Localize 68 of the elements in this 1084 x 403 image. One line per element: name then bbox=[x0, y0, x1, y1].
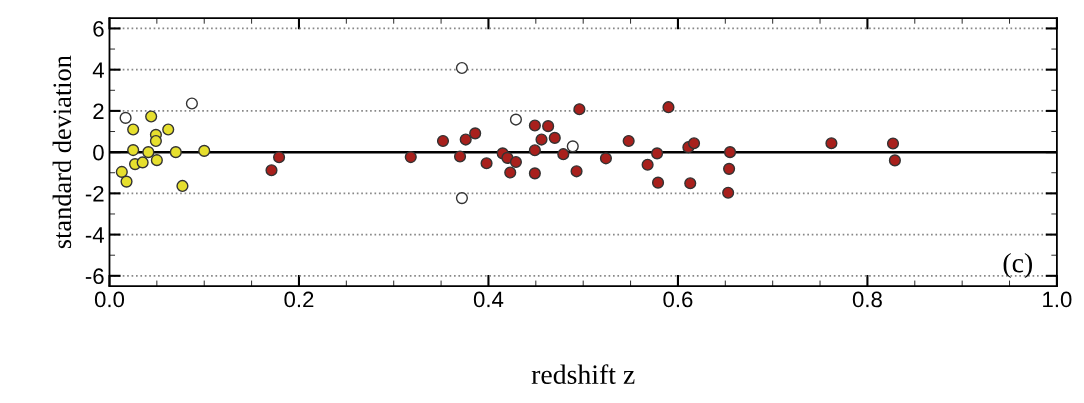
point bbox=[687, 137, 701, 150]
point bbox=[176, 179, 189, 193]
point bbox=[119, 111, 132, 124]
point bbox=[509, 155, 522, 169]
y-tick-label: -4 bbox=[85, 227, 104, 243]
point bbox=[455, 61, 468, 75]
point bbox=[469, 127, 482, 140]
y-tick-label: 2 bbox=[93, 103, 104, 119]
point bbox=[528, 119, 541, 132]
point bbox=[162, 123, 175, 136]
point bbox=[145, 110, 158, 123]
point bbox=[651, 176, 665, 189]
x-tick-label: 1.0 bbox=[1043, 291, 1072, 308]
point bbox=[185, 97, 198, 110]
point bbox=[641, 158, 654, 171]
point bbox=[566, 140, 579, 153]
point bbox=[888, 154, 901, 167]
point bbox=[528, 167, 541, 180]
y-tick-label: 6 bbox=[93, 20, 104, 37]
point bbox=[651, 147, 664, 160]
point bbox=[127, 143, 140, 157]
point bbox=[723, 162, 736, 175]
point bbox=[150, 154, 163, 167]
x-tick-label: 0.4 bbox=[473, 291, 504, 308]
point bbox=[622, 134, 635, 148]
point bbox=[535, 133, 548, 146]
point bbox=[662, 101, 675, 114]
point bbox=[453, 150, 467, 163]
point bbox=[570, 165, 583, 178]
point bbox=[886, 137, 900, 150]
point bbox=[455, 192, 468, 205]
point bbox=[528, 144, 541, 157]
point bbox=[723, 146, 737, 159]
y-tick-label: 0 bbox=[93, 144, 104, 161]
x-tick-label: 0.2 bbox=[284, 291, 314, 308]
point bbox=[404, 151, 417, 164]
point bbox=[504, 166, 517, 179]
point bbox=[272, 151, 286, 164]
point bbox=[509, 113, 522, 126]
x-axis-title: redshift z bbox=[531, 364, 635, 385]
point bbox=[115, 165, 128, 178]
point bbox=[136, 156, 149, 169]
point bbox=[169, 146, 182, 159]
point bbox=[548, 131, 561, 144]
y-axis-title: standard deviation bbox=[52, 55, 72, 249]
point bbox=[198, 144, 211, 157]
annotation: (c) bbox=[1003, 252, 1032, 279]
point bbox=[265, 164, 278, 177]
point bbox=[127, 123, 140, 136]
point bbox=[542, 120, 555, 133]
point bbox=[573, 103, 586, 116]
point bbox=[436, 134, 450, 148]
y-tick-label: -6 bbox=[85, 268, 104, 285]
y-tick-label: 4 bbox=[92, 62, 104, 78]
x-tick-label: 0.8 bbox=[852, 291, 882, 308]
point bbox=[459, 133, 472, 146]
y-tick-label: -2 bbox=[85, 185, 104, 202]
x-tick-label: 0.0 bbox=[94, 291, 125, 308]
point bbox=[142, 146, 155, 159]
point bbox=[825, 137, 838, 150]
point bbox=[480, 157, 493, 170]
point bbox=[120, 175, 133, 188]
x-tick-label: 0.6 bbox=[663, 291, 693, 308]
point bbox=[599, 152, 613, 165]
point bbox=[557, 148, 570, 161]
point bbox=[722, 186, 735, 199]
point bbox=[684, 177, 697, 190]
point bbox=[149, 134, 162, 148]
